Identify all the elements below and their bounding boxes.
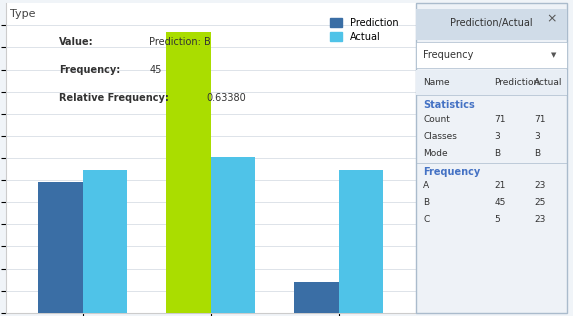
Text: A: A xyxy=(423,181,429,190)
Text: 25: 25 xyxy=(534,198,545,207)
Text: 0.63380: 0.63380 xyxy=(206,93,246,103)
Text: Actual: Actual xyxy=(534,78,562,87)
Text: B: B xyxy=(494,149,501,158)
Text: Value:: Value: xyxy=(59,37,93,47)
Text: 71: 71 xyxy=(534,115,545,124)
Text: Prediction: Prediction xyxy=(494,78,540,87)
Text: Prediction: B: Prediction: B xyxy=(149,37,211,47)
Legend: Prediction, Actual: Prediction, Actual xyxy=(327,14,402,46)
Text: Mode: Mode xyxy=(423,149,448,158)
Text: Classes: Classes xyxy=(423,132,457,141)
Text: Name: Name xyxy=(423,78,450,87)
Text: 71: 71 xyxy=(494,115,506,124)
Bar xyxy=(166,33,211,313)
Text: 23: 23 xyxy=(534,181,545,190)
Text: ×: × xyxy=(546,12,556,26)
Bar xyxy=(339,170,383,313)
Bar xyxy=(211,157,256,313)
Text: Frequency: Frequency xyxy=(423,50,473,60)
FancyBboxPatch shape xyxy=(415,70,567,94)
Text: 3: 3 xyxy=(534,132,540,141)
FancyBboxPatch shape xyxy=(415,42,567,68)
Text: Type: Type xyxy=(10,9,36,19)
Text: Statistics: Statistics xyxy=(423,100,475,110)
Text: 21: 21 xyxy=(494,181,506,190)
Text: Frequency: Frequency xyxy=(423,167,480,177)
Text: B: B xyxy=(534,149,540,158)
Text: 45: 45 xyxy=(149,65,162,75)
Text: Relative Frequency:: Relative Frequency: xyxy=(59,93,169,103)
Bar xyxy=(294,282,339,313)
Bar xyxy=(38,182,83,313)
Text: 5: 5 xyxy=(494,216,500,224)
Text: Frequency:: Frequency: xyxy=(59,65,120,75)
Text: Prediction/Actual: Prediction/Actual xyxy=(450,18,533,28)
Text: B: B xyxy=(423,198,429,207)
Text: C: C xyxy=(423,216,429,224)
Text: 45: 45 xyxy=(494,198,506,207)
FancyBboxPatch shape xyxy=(415,3,567,313)
Text: 23: 23 xyxy=(534,216,545,224)
Text: ▼: ▼ xyxy=(551,52,556,58)
Text: 3: 3 xyxy=(494,132,500,141)
FancyBboxPatch shape xyxy=(415,9,567,40)
Text: Count: Count xyxy=(423,115,450,124)
Bar xyxy=(83,170,127,313)
